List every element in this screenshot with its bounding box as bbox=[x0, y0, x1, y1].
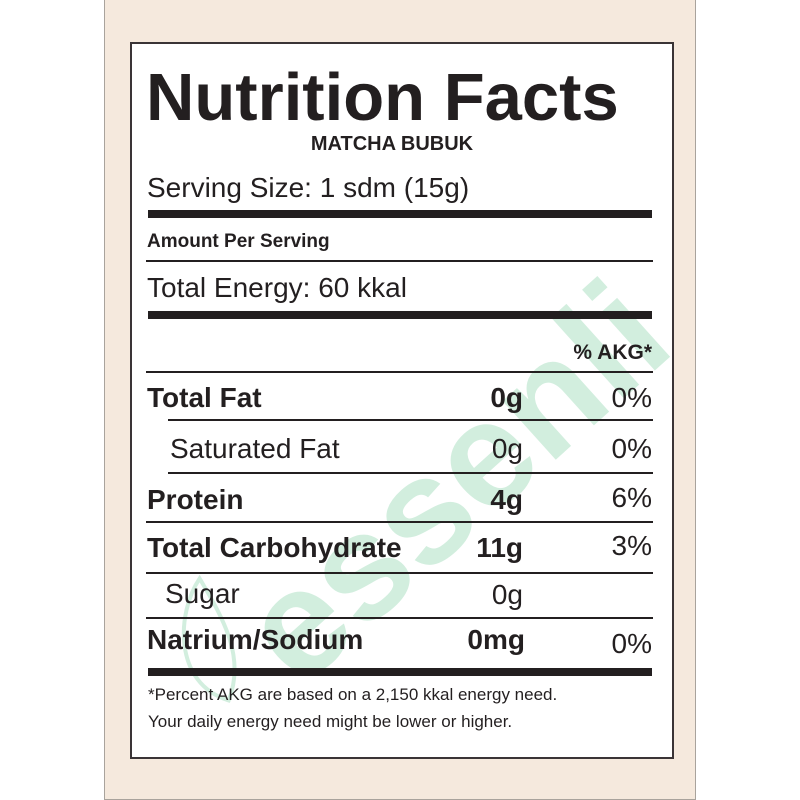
footnote: *Percent AKG are based on a 2,150 kkal e… bbox=[148, 685, 558, 704]
nutrient-amount: 0g bbox=[491, 433, 523, 464]
akg-header: % AKG* bbox=[573, 341, 652, 364]
nutrient-amount: 0g bbox=[491, 579, 523, 610]
footnote: Your daily energy need might be lower or… bbox=[148, 712, 513, 731]
divider-thick bbox=[148, 668, 652, 676]
nutrient-amount: 4g bbox=[490, 484, 523, 515]
nutrient-amount: 0mg bbox=[467, 624, 525, 655]
nutrient-name: Protein bbox=[147, 484, 244, 515]
divider-thick bbox=[148, 311, 652, 319]
divider bbox=[146, 260, 653, 262]
nutrient-percent: 0% bbox=[611, 433, 652, 464]
divider bbox=[168, 472, 653, 474]
serving-size: Serving Size: 1 sdm (15g) bbox=[147, 172, 470, 203]
nutrient-name: Natrium/Sodium bbox=[147, 624, 364, 655]
nutrient-amount: 11g bbox=[476, 532, 523, 563]
nutrient-percent: 3% bbox=[611, 530, 652, 561]
nutrient-percent: 6% bbox=[611, 482, 652, 513]
divider bbox=[168, 419, 653, 421]
nutrient-percent: 0% bbox=[611, 628, 652, 659]
divider bbox=[146, 371, 653, 373]
nutrient-name: Sugar bbox=[165, 578, 240, 609]
nutrition-label bbox=[130, 42, 674, 759]
divider bbox=[146, 521, 653, 523]
nutrient-name: Total Fat bbox=[147, 382, 262, 413]
total-energy: Total Energy: 60 kkal bbox=[147, 272, 407, 303]
nutrient-name: Saturated Fat bbox=[170, 433, 340, 464]
nutrient-amount: 0g bbox=[490, 382, 523, 413]
label-title: Nutrition Facts bbox=[146, 60, 619, 135]
divider-thick bbox=[148, 210, 652, 218]
amount-per-serving: Amount Per Serving bbox=[147, 231, 330, 252]
product-name: MATCHA BUBUK bbox=[310, 133, 474, 155]
divider bbox=[146, 572, 653, 574]
nutrient-name: Total Carbohydrate bbox=[147, 532, 402, 563]
nutrient-percent: 0% bbox=[611, 382, 652, 413]
divider bbox=[146, 617, 653, 619]
